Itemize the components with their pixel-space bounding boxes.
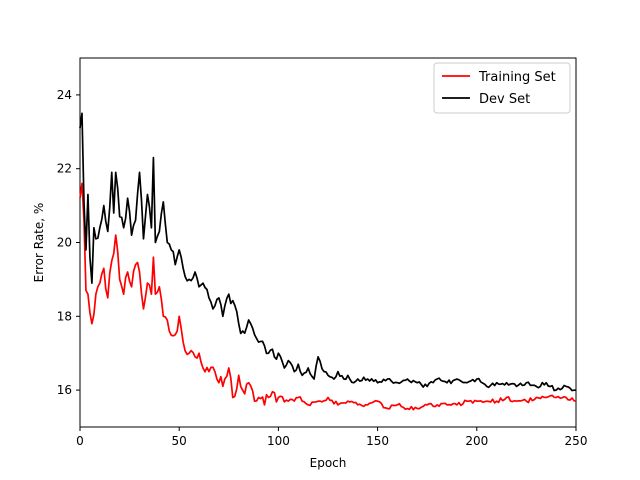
plot-area: [79, 57, 577, 428]
x-tick-label: 200: [465, 434, 488, 448]
plot-frame: [79, 57, 577, 428]
x-tick-label: 250: [565, 434, 588, 448]
legend-label: Training Set: [478, 70, 556, 85]
x-tick-label: 150: [366, 434, 389, 448]
x-tick-label: 100: [267, 434, 290, 448]
axis-ticks: 0 50 100 150 200 250 16 18 20 22 24: [57, 88, 588, 448]
series-line-training-set: [79, 182, 577, 411]
x-axis-label: Epoch: [310, 456, 347, 470]
legend-label: Dev Set: [479, 92, 530, 107]
y-tick-label: 18: [57, 309, 72, 323]
y-tick-label: 22: [57, 162, 72, 176]
series-line-dev-set: [79, 112, 577, 392]
y-tick-label: 24: [57, 88, 72, 102]
y-axis-label: Error Rate, %: [32, 203, 46, 283]
y-tick-label: 20: [57, 236, 72, 250]
x-tick-label: 50: [172, 434, 187, 448]
x-tick-label: 0: [76, 434, 84, 448]
y-tick-label: 16: [57, 383, 72, 397]
legend: Training Set Dev Set: [433, 62, 571, 114]
